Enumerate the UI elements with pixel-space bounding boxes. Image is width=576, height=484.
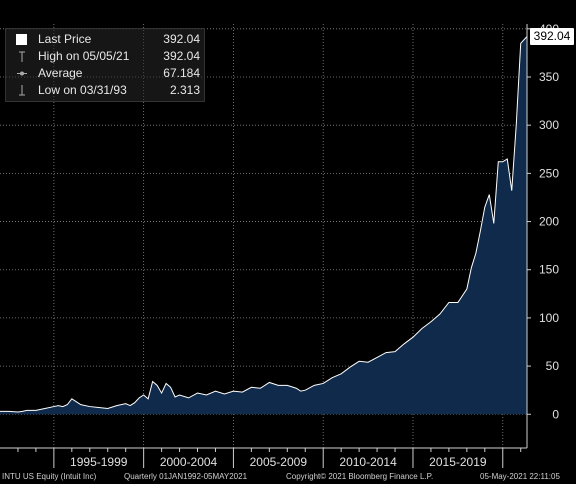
x-tick-label: 2015-2019	[429, 455, 487, 469]
legend-value: 67.184	[163, 66, 200, 80]
chart-legend: Last Price 392.04 High on 05/05/21 392.0…	[5, 28, 205, 102]
x-tick-label: 1995-1999	[70, 455, 128, 469]
y-tick-label: 350	[539, 70, 559, 84]
footer-ticker: INTU US Equity (Intuit Inc)	[2, 472, 97, 481]
legend-value: 392.04	[163, 32, 200, 46]
x-tick-label: 2000-2004	[160, 455, 218, 469]
legend-item-average: Average 67.184	[6, 65, 204, 82]
legend-item-last-price: Last Price 392.04	[6, 31, 204, 48]
legend-value: 392.04	[163, 49, 200, 63]
last-price-tag: 392.04	[530, 28, 574, 46]
x-tick-label: 2010-2014	[339, 455, 397, 469]
legend-label: High on 05/05/21	[38, 49, 130, 63]
x-tick-label: 2005-2009	[250, 455, 308, 469]
legend-label: Last Price	[38, 32, 92, 46]
average-marker-icon	[17, 71, 27, 76]
y-tick-label: 50	[546, 359, 560, 373]
high-marker-icon	[19, 51, 25, 62]
y-tick-label: 0	[552, 407, 559, 421]
footer-frequency-range: Quarterly 01JAN1992-05MAY2021	[124, 472, 248, 481]
series-line-last-price	[0, 36, 528, 413]
footer-copyright: Copyright© 2021 Bloomberg Finance L.P.	[286, 472, 434, 481]
y-tick-label: 100	[539, 311, 559, 325]
filled-square-icon	[16, 34, 27, 45]
y-tick-label: 300	[539, 118, 559, 132]
legend-item-high: High on 05/05/21 392.04	[6, 48, 204, 65]
series-area-last-price	[0, 36, 527, 415]
y-tick-label: 200	[539, 215, 559, 229]
low-marker-icon	[19, 85, 25, 96]
legend-label: Average	[38, 66, 83, 80]
legend-value: 2.313	[169, 83, 200, 97]
y-tick-label: 250	[539, 166, 559, 180]
y-tick-label: 150	[539, 263, 559, 277]
footer-timestamp: 05-May-2021 22:11:05	[480, 472, 560, 481]
legend-label: Low on 03/31/93	[38, 83, 127, 97]
legend-item-low: Low on 03/31/93 2.313	[6, 82, 204, 99]
chart-footer: INTU US Equity (Intuit Inc) Quarterly 01…	[0, 470, 576, 484]
